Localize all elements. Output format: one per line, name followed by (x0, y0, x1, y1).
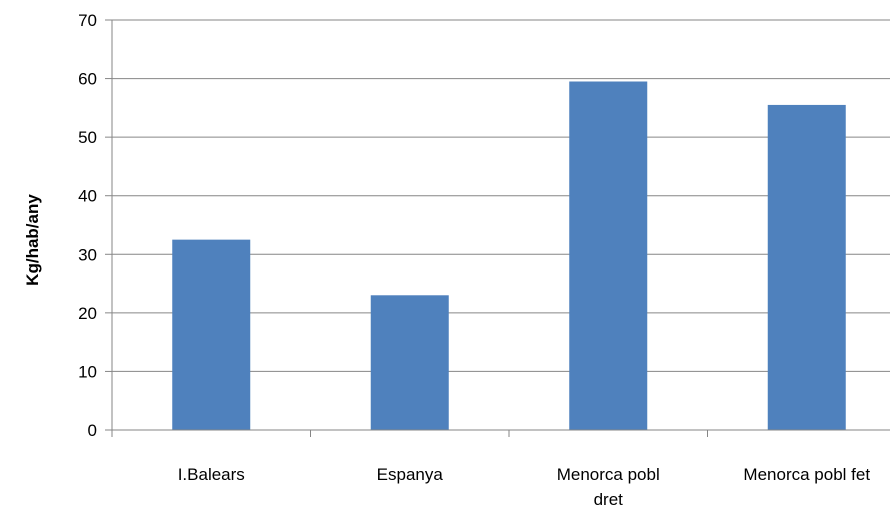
bar (767, 104, 846, 430)
y-tick-label: 20 (78, 304, 97, 323)
y-tick-label: 40 (78, 187, 97, 206)
y-tick-label: 0 (88, 421, 97, 440)
axes (105, 19, 890, 437)
x-tick-label: Menorca pobl dret (557, 465, 660, 509)
x-tick-label: I.Balears (178, 465, 245, 484)
y-tick-label: 70 (78, 11, 97, 30)
y-tick-label: 10 (78, 362, 97, 381)
y-axis-title: Kg/hab/any (23, 194, 42, 286)
y-tick-label: 60 (78, 70, 97, 89)
y-tick-label: 50 (78, 128, 97, 147)
x-tick-label: Menorca pobl fet (743, 465, 870, 484)
x-tick-labels: I.Balears Espanya Menorca pobl dret Menorca … (178, 465, 871, 509)
y-tick-labels: 0 10 20 30 40 50 60 70 (78, 11, 97, 440)
bar (569, 81, 648, 430)
bar (370, 295, 449, 430)
bars (172, 81, 846, 430)
x-tick-label: Espanya (377, 465, 444, 484)
y-tick-label: 30 (78, 245, 97, 264)
bar (172, 239, 251, 430)
